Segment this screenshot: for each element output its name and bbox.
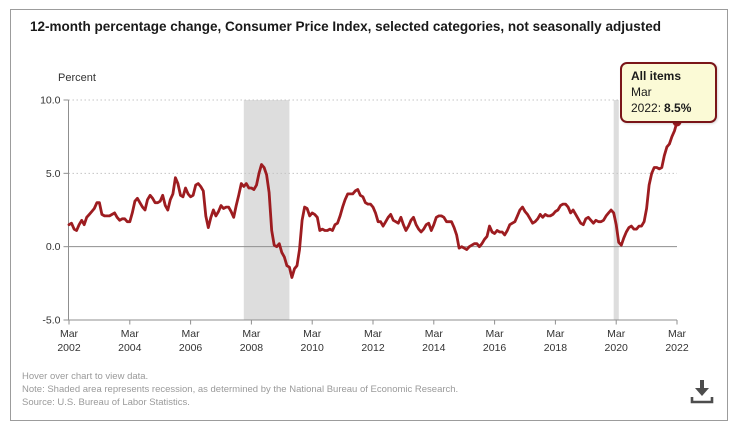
x-tick-label-month: Mar: [668, 328, 687, 340]
x-tick-label-year: 2008: [240, 342, 264, 354]
x-tick-label-year: 2022: [665, 342, 689, 354]
x-tick-label-month: Mar: [364, 328, 383, 340]
y-tick-label: 0.0: [46, 241, 61, 253]
x-tick-label-year: 2010: [301, 342, 325, 354]
x-tick-label-month: Mar: [242, 328, 261, 340]
recession-band: [243, 100, 290, 320]
recession-band: [613, 100, 619, 320]
x-tick-label-year: 2012: [361, 342, 385, 354]
x-tick-label-month: Mar: [546, 328, 565, 340]
chart-title: 12-month percentage change, Consumer Pri…: [30, 19, 661, 34]
x-tick-label-year: 2018: [544, 342, 568, 354]
x-tick-label-year: 2006: [179, 342, 203, 354]
tooltip-value-line: Mar 2022: 8.5%: [631, 84, 706, 116]
x-tick-label-year: 2020: [605, 342, 629, 354]
x-tick-label-month: Mar: [182, 328, 201, 340]
tooltip-series-name: All items: [631, 69, 682, 83]
x-tick-label-month: Mar: [121, 328, 140, 340]
x-tick-label-year: 2004: [118, 342, 142, 354]
chart-footnotes: Hover over chart to view data. Note: Sha…: [22, 370, 458, 409]
y-tick-label: 5.0: [46, 168, 61, 180]
y-tick-label: -5.0: [42, 315, 60, 327]
x-tick-label-year: 2014: [422, 342, 446, 354]
download-icon: [690, 380, 714, 404]
x-tick-label-month: Mar: [303, 328, 322, 340]
x-tick-label-month: Mar: [60, 328, 79, 340]
x-tick-label-year: 2016: [483, 342, 507, 354]
cpi-all-items-line: [67, 120, 679, 279]
source-note: Source: U.S. Bureau of Labor Statistics.: [22, 397, 190, 409]
x-tick-label-year: 2002: [57, 342, 81, 354]
tooltip-date-label: Mar 2022:: [631, 85, 662, 116]
y-axis-title: Percent: [58, 72, 96, 84]
recession-note: Note: Shaded area represents recession, …: [22, 384, 459, 396]
x-tick-label-month: Mar: [486, 328, 505, 340]
x-tick-label-month: Mar: [425, 328, 444, 340]
hover-hint: Hover over chart to view data.: [22, 371, 149, 382]
tooltip-value: 8.5%: [664, 101, 692, 116]
y-tick-label: 10.0: [40, 95, 61, 107]
x-tick-label-month: Mar: [607, 328, 626, 340]
data-tooltip: All items Mar 2022: 8.5%: [620, 62, 717, 123]
download-button[interactable]: [688, 378, 716, 408]
